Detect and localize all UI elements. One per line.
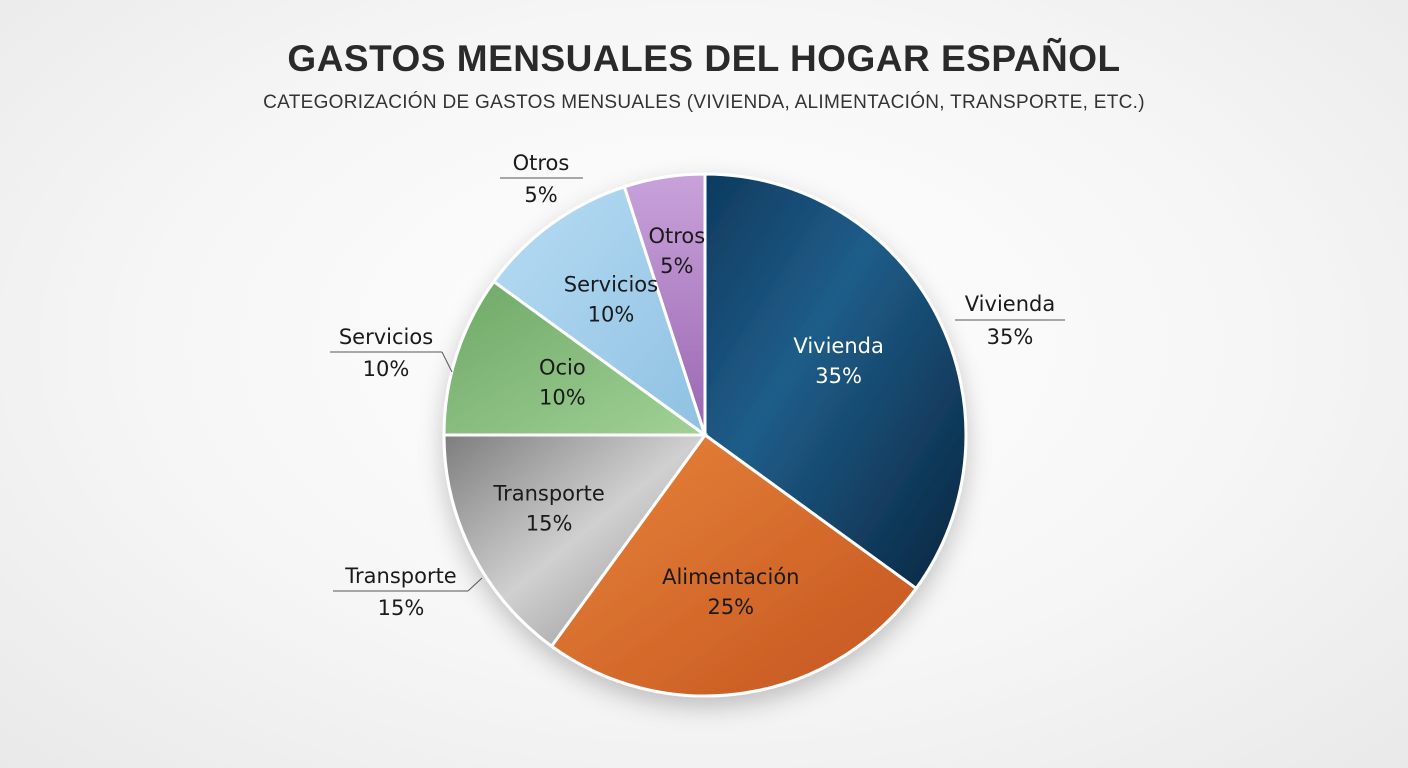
slice-value-transporte: 15%	[526, 511, 573, 535]
callout-label-otros: Otros	[513, 151, 570, 175]
callout-label-transporte: Transporte	[344, 564, 456, 588]
chart-title: GASTOS MENSUALES DEL HOGAR ESPAÑOL	[287, 38, 1121, 79]
slice-value-alimentacion: 25%	[707, 595, 754, 619]
slice-ocio	[442, 279, 710, 437]
callout-value-servicios: 10%	[363, 357, 410, 381]
slice-label-vivienda: Vivienda	[793, 334, 883, 358]
slice-value-otros: 5%	[660, 254, 693, 278]
callout-value-otros: 5%	[524, 183, 557, 207]
slice-label-otros: Otros	[648, 224, 705, 248]
slice-servicios	[491, 184, 708, 439]
slice-value-servicios: 10%	[588, 303, 635, 327]
slice-label-servicios: Servicios	[564, 273, 658, 297]
slice-alimentacion	[549, 432, 919, 698]
slice-label-transporte: Transporte	[492, 481, 604, 505]
callout-connector	[441, 351, 453, 373]
callout-value-vivienda: 35%	[987, 325, 1034, 349]
chart-subtitle: CATEGORIZACIÓN DE GASTOS MENSUALES (VIVI…	[263, 92, 1145, 113]
callout-value-transporte: 15%	[378, 596, 425, 620]
slice-label-ocio: Ocio	[539, 356, 586, 380]
slice-transporte	[442, 433, 708, 649]
slice-otros	[622, 172, 707, 436]
slice-label-alimentacion: Alimentación	[662, 565, 799, 589]
slice-vivienda	[703, 172, 968, 591]
callout-connector	[467, 577, 483, 592]
callout-label-servicios: Servicios	[339, 325, 433, 349]
callout-label-vivienda: Vivienda	[965, 292, 1055, 316]
slice-value-ocio: 10%	[539, 386, 586, 410]
slice-value-vivienda: 35%	[815, 364, 862, 388]
